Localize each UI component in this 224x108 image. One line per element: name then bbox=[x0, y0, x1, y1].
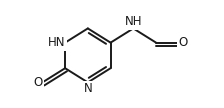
Text: O: O bbox=[179, 36, 188, 49]
Text: NH: NH bbox=[125, 15, 142, 28]
Text: N: N bbox=[84, 82, 92, 95]
Text: HN: HN bbox=[48, 36, 65, 49]
Text: O: O bbox=[33, 76, 42, 89]
